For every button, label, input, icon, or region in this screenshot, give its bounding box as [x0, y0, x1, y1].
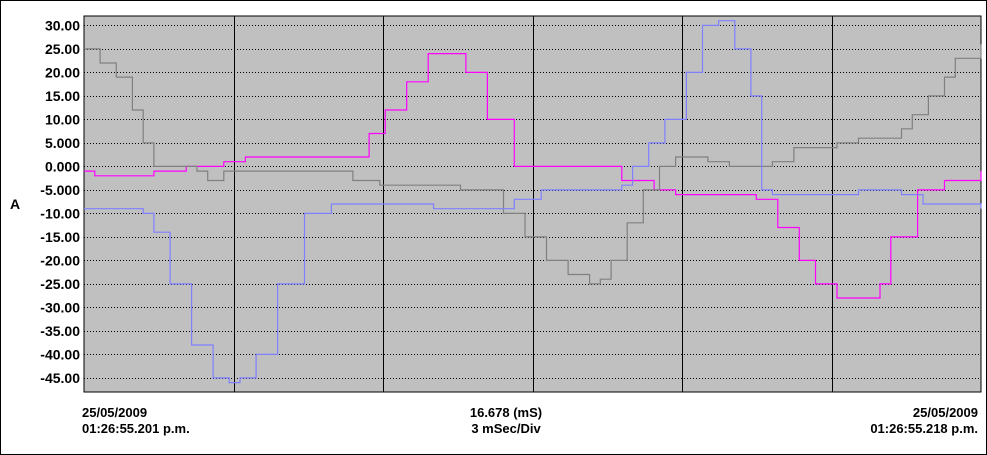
y-tick-label: -20.00	[40, 252, 80, 268]
y-tick-label: -25.00	[40, 276, 80, 292]
y-tick-label: -5.000	[40, 182, 80, 198]
time-span-value: 16.678 (mS)	[469, 405, 543, 420]
y-tick-label: -10.00	[40, 205, 80, 221]
series-line-2	[84, 44, 982, 285]
y-tick-label: -35.00	[40, 323, 80, 339]
y-tick-label: 0.000	[45, 158, 80, 174]
time-division: 3 mSec/Div	[471, 421, 541, 436]
y-tick-label: -15.00	[40, 229, 80, 245]
y-tick-label: -45.00	[40, 370, 80, 386]
y-axis-label: A	[10, 196, 20, 212]
series-line-3	[84, 20, 982, 384]
y-tick-label: -40.00	[40, 346, 80, 362]
start-time: 01:26:55.201 p.m.	[82, 421, 190, 436]
series-line-1	[84, 52, 982, 299]
y-tick-label: 20.00	[45, 64, 80, 80]
end-time: 01:26:55.218 p.m.	[870, 421, 978, 436]
series-layer	[84, 20, 982, 384]
y-tick-labels: 30.00 25.00 20.00 15.00 10.00 5.000 0.000 -5.00…	[40, 17, 80, 386]
end-timestamp: 25/05/2009 01:26:55.218 p.m.	[870, 405, 978, 437]
plot-area	[83, 15, 982, 393]
y-tick-label: 10.00	[45, 111, 80, 127]
y-tick-label: 30.00	[45, 17, 80, 33]
end-date: 25/05/2009	[912, 405, 978, 420]
y-tick-label: 15.00	[45, 88, 80, 104]
time-span: 16.678 (mS) 3 mSec/Div	[441, 405, 571, 437]
y-tick-label: 25.00	[45, 41, 80, 57]
y-tick-label: -30.00	[40, 299, 80, 315]
y-tick-label: 5.000	[45, 135, 80, 151]
start-date: 25/05/2009	[82, 405, 148, 420]
start-timestamp: 25/05/2009 01:26:55.201 p.m.	[82, 405, 190, 437]
